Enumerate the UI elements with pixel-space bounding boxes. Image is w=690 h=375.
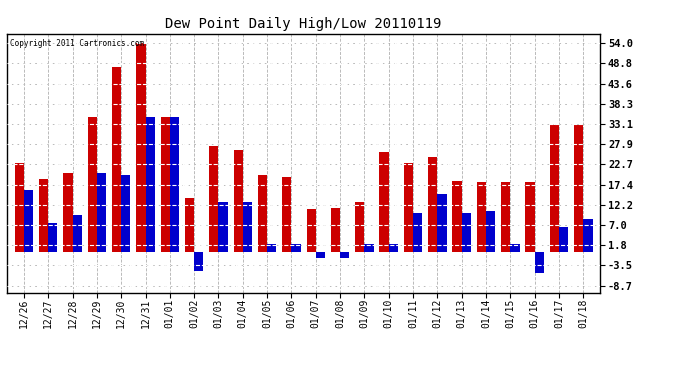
Bar xyxy=(501,182,511,252)
Bar xyxy=(291,244,301,252)
Bar xyxy=(559,227,568,252)
Bar xyxy=(550,124,559,252)
Bar xyxy=(112,67,121,252)
Bar xyxy=(194,252,204,271)
Bar xyxy=(233,150,243,252)
Text: Copyright 2011 Cartronics.com: Copyright 2011 Cartronics.com xyxy=(10,39,144,48)
Bar xyxy=(306,210,316,252)
Bar xyxy=(535,252,544,273)
Bar xyxy=(112,67,121,252)
Bar xyxy=(24,190,33,252)
Bar xyxy=(316,252,325,258)
Bar xyxy=(477,182,486,252)
Bar xyxy=(453,180,462,252)
Bar xyxy=(525,182,535,252)
Bar xyxy=(306,210,316,252)
Bar xyxy=(364,244,374,252)
Bar xyxy=(48,223,57,252)
Bar xyxy=(355,202,364,252)
Bar xyxy=(340,252,349,258)
Bar xyxy=(331,207,340,252)
Bar xyxy=(146,117,155,252)
Bar xyxy=(388,244,398,252)
Bar xyxy=(219,202,228,252)
Bar xyxy=(137,44,146,252)
Bar xyxy=(364,244,374,252)
Bar xyxy=(97,173,106,252)
Bar xyxy=(428,158,437,252)
Bar xyxy=(185,198,194,252)
Bar xyxy=(316,252,325,258)
Bar xyxy=(146,117,155,252)
Bar xyxy=(413,213,422,252)
Bar xyxy=(72,215,82,252)
Bar xyxy=(380,152,388,252)
Bar xyxy=(258,175,267,252)
Bar xyxy=(437,194,446,252)
Bar xyxy=(574,124,583,252)
Bar xyxy=(462,213,471,252)
Bar xyxy=(267,244,277,252)
Bar xyxy=(428,158,437,252)
Bar xyxy=(88,117,97,252)
Bar xyxy=(185,198,194,252)
Bar xyxy=(291,244,301,252)
Bar xyxy=(121,175,130,252)
Bar xyxy=(486,211,495,252)
Bar xyxy=(243,202,252,252)
Bar xyxy=(88,117,97,252)
Title: Dew Point Daily High/Low 20110119: Dew Point Daily High/Low 20110119 xyxy=(166,17,442,31)
Bar xyxy=(511,244,520,252)
Bar xyxy=(39,178,48,252)
Bar xyxy=(170,117,179,252)
Bar xyxy=(48,223,57,252)
Bar xyxy=(583,219,593,252)
Bar xyxy=(453,180,462,252)
Bar xyxy=(72,215,82,252)
Bar xyxy=(97,173,106,252)
Bar xyxy=(258,175,267,252)
Bar xyxy=(14,163,24,252)
Bar xyxy=(161,117,170,252)
Bar xyxy=(170,117,179,252)
Bar xyxy=(267,244,277,252)
Bar xyxy=(355,202,364,252)
Bar xyxy=(437,194,446,252)
Bar xyxy=(462,213,471,252)
Bar xyxy=(233,150,243,252)
Bar xyxy=(209,146,219,252)
Bar xyxy=(511,244,520,252)
Bar xyxy=(574,124,583,252)
Bar xyxy=(39,178,48,252)
Bar xyxy=(24,190,33,252)
Bar xyxy=(243,202,252,252)
Bar xyxy=(380,152,388,252)
Bar xyxy=(388,244,398,252)
Bar xyxy=(486,211,495,252)
Bar xyxy=(194,252,204,271)
Bar xyxy=(137,44,146,252)
Bar xyxy=(525,182,535,252)
Bar xyxy=(340,252,349,258)
Bar xyxy=(219,202,228,252)
Bar xyxy=(559,227,568,252)
Bar xyxy=(63,173,72,252)
Bar xyxy=(535,252,544,273)
Bar xyxy=(413,213,422,252)
Bar xyxy=(404,163,413,252)
Bar xyxy=(583,219,593,252)
Bar xyxy=(161,117,170,252)
Bar xyxy=(121,175,130,252)
Bar xyxy=(477,182,486,252)
Bar xyxy=(331,207,340,252)
Bar xyxy=(550,124,559,252)
Bar xyxy=(63,173,72,252)
Bar xyxy=(282,177,291,252)
Bar xyxy=(14,163,24,252)
Bar xyxy=(501,182,511,252)
Bar xyxy=(282,177,291,252)
Bar xyxy=(209,146,219,252)
Bar xyxy=(404,163,413,252)
